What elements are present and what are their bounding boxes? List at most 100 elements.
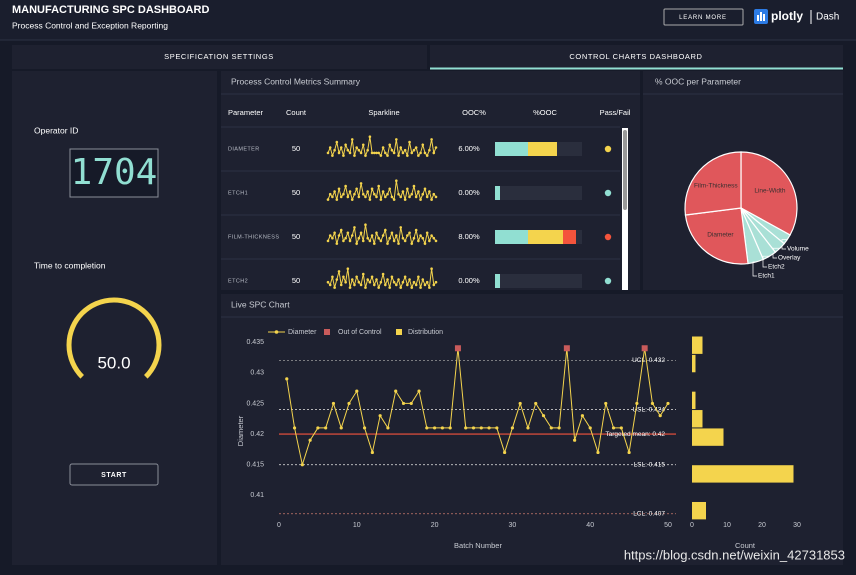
sparkline-point (357, 148, 361, 152)
start-label[interactable]: START (101, 472, 127, 479)
sparkline-point (384, 283, 387, 287)
sparkline-point (384, 195, 387, 199)
header-bar (0, 0, 856, 40)
sparkline-point (408, 195, 411, 199)
sparkline-point (344, 184, 347, 188)
legend-label: Diameter (288, 329, 317, 336)
gauge-value: 50.0 (97, 353, 130, 372)
sparkline-point (423, 242, 427, 245)
app-title: MANUFACTURING SPC DASHBOARD (12, 4, 209, 16)
sparkline-point (346, 195, 350, 199)
learn-more-button[interactable] (663, 8, 744, 26)
sparkline-point (348, 190, 352, 193)
learn-more-label[interactable]: LEARN MORE (679, 15, 727, 21)
sparkline-point (428, 190, 431, 193)
data-point (573, 438, 577, 442)
sparkline-point (353, 154, 356, 157)
sparkline-point (412, 236, 416, 240)
watermark: https://blog.csdn.net/weixin_42731853 (624, 547, 845, 562)
sparkline-point (392, 239, 396, 243)
reference-label: LCL: 0.407 (633, 510, 665, 517)
data-point (394, 389, 398, 393)
data-point (487, 426, 491, 430)
parameter: FILM-THICKNESS (228, 234, 279, 240)
data-point (425, 426, 429, 430)
time-label: Time to completion (34, 260, 106, 270)
sparkline-point (390, 195, 394, 199)
tab-active[interactable] (430, 45, 843, 69)
sparkline-point (337, 270, 341, 273)
x-tick-label: 10 (353, 522, 361, 529)
sparkline-point (395, 234, 398, 237)
sparkline-point (342, 154, 345, 157)
sparkline-point (355, 275, 358, 279)
sparkline-point (414, 195, 418, 199)
data-point (401, 401, 406, 406)
sparkline-point (430, 267, 433, 271)
sparkline-point (419, 198, 422, 201)
sparkline-point (346, 267, 350, 271)
ooc-track (495, 274, 582, 288)
sparkline-point (331, 275, 334, 279)
sparkline-point (368, 198, 372, 201)
status-dot (604, 277, 612, 285)
data-point (331, 401, 336, 406)
sparkline-point (350, 234, 354, 237)
sparkline-point (430, 234, 433, 237)
sparkline-point (397, 278, 400, 281)
sparkline-point (355, 242, 358, 245)
data-point (627, 450, 631, 455)
sparkline-point (361, 192, 365, 196)
ooc-bar (495, 230, 576, 244)
sparkline-point (414, 146, 418, 149)
start-button[interactable] (69, 463, 159, 486)
data-point (658, 414, 662, 418)
sparkline-point (328, 146, 332, 149)
sparkline-point (348, 239, 352, 243)
tab[interactable] (12, 45, 427, 69)
hist-tick-label: 0 (690, 522, 694, 529)
sparkline-point (364, 286, 367, 289)
legend-label: Distribution (408, 329, 443, 336)
sparkline-point (342, 275, 345, 279)
data-point (503, 450, 507, 455)
data-point (541, 414, 546, 418)
sparkline-point (326, 198, 330, 201)
scrollbar-thumb[interactable] (623, 130, 627, 210)
sparkline-point (392, 280, 396, 284)
sparkline-point (372, 283, 376, 287)
sparkline-point (335, 242, 339, 245)
sparkline-point (388, 236, 392, 240)
sparkline-point (364, 195, 367, 199)
hist-axis-title: Count (735, 541, 756, 550)
sparkline-point (357, 280, 361, 284)
sparkline-point (434, 195, 438, 199)
sparkline-point (375, 151, 378, 155)
sparkline-point (344, 280, 347, 284)
tab-label[interactable]: CONTROL CHARTS DASHBOARD (569, 52, 702, 61)
sparkline-point (372, 242, 376, 245)
ooc-marker (454, 345, 461, 352)
y-tick-label: 0.41 (250, 492, 264, 499)
data-point (650, 401, 655, 406)
data-point (433, 426, 437, 430)
count: 50 (292, 276, 300, 285)
sparkline-point (339, 228, 343, 232)
sparkline-point (388, 143, 392, 147)
reference-label: Targeted mean: 0.42 (605, 431, 665, 438)
sparkline-point (331, 195, 334, 199)
sparkline-point (381, 234, 385, 237)
sparkline-point (432, 236, 436, 240)
sparkline-point (417, 275, 420, 279)
y-tick-label: 0.435 (246, 339, 264, 346)
sparkline-point (423, 283, 427, 287)
data-point (292, 426, 297, 430)
data-point (588, 426, 592, 430)
tab-label[interactable]: SPECIFICATION SETTINGS (164, 52, 274, 61)
ooc-bar (495, 186, 500, 200)
sparkline-point (432, 192, 436, 196)
sparkline-point (379, 280, 383, 284)
sparkline-point (359, 151, 363, 155)
data-point (604, 401, 608, 406)
column-header: Pass/Fail (600, 108, 631, 117)
